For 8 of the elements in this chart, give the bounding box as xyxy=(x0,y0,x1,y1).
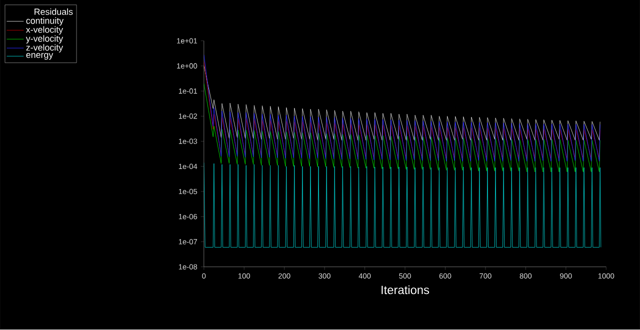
line-series xyxy=(204,162,602,248)
legend-label: continuity xyxy=(26,17,64,26)
legend-label: x-velocity xyxy=(26,26,64,35)
x-axis-title: Iterations xyxy=(382,286,430,294)
legend-label: y-velocity xyxy=(26,35,64,44)
legend-label: energy xyxy=(26,53,54,60)
legend-label: z-velocity xyxy=(26,44,64,53)
legend-title: Residuals xyxy=(34,8,73,16)
